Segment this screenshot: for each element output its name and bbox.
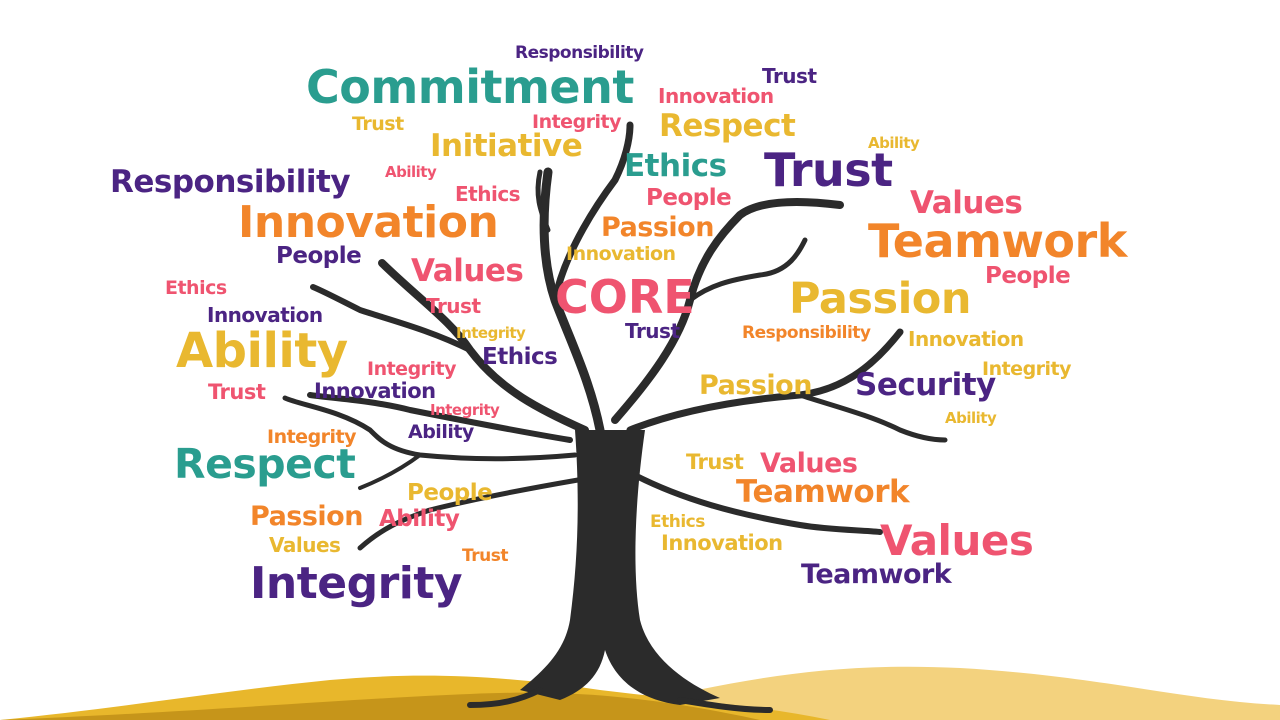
word: Passion xyxy=(601,212,714,243)
word: Ability xyxy=(385,163,437,181)
word: Ability xyxy=(408,421,474,443)
word: Trust xyxy=(352,113,404,135)
word: Values xyxy=(411,253,524,289)
word: Respect xyxy=(174,440,356,488)
word: CORE xyxy=(555,270,695,324)
word: People xyxy=(407,480,493,506)
word: Trust xyxy=(208,380,266,404)
word: Passion xyxy=(250,501,363,532)
word: Integrity xyxy=(367,358,457,380)
word: Ability xyxy=(945,409,997,427)
word: Innovation xyxy=(658,84,774,108)
word: Integrity xyxy=(532,111,622,133)
tree-root-right xyxy=(677,697,773,713)
word: Trust xyxy=(764,143,893,197)
tree-branches xyxy=(282,121,948,551)
word: Responsibility xyxy=(515,43,644,63)
word: Ability xyxy=(379,506,460,532)
word: People xyxy=(646,185,732,211)
word: Values xyxy=(269,533,341,557)
word: People xyxy=(276,243,362,269)
tree-trunk xyxy=(520,430,720,705)
word: Ability xyxy=(176,323,348,379)
word: Values xyxy=(910,185,1023,221)
word: Teamwork xyxy=(801,559,952,590)
ground-dark-hill xyxy=(0,692,760,720)
word: Trust xyxy=(762,64,817,88)
word: Ethics xyxy=(455,182,521,206)
word: Innovation xyxy=(566,243,676,265)
word: Values xyxy=(880,516,1034,565)
word: Ethics xyxy=(482,344,558,370)
word: Trust xyxy=(686,450,744,474)
word: Trust xyxy=(462,546,508,566)
word: Integrity xyxy=(267,426,357,448)
word: Integrity xyxy=(430,401,500,419)
word: Passion xyxy=(699,370,812,401)
word: Initiative xyxy=(430,128,583,164)
word: Innovation xyxy=(238,197,499,248)
word: Passion xyxy=(789,274,971,324)
word: Responsibility xyxy=(742,323,871,343)
word: Innovation xyxy=(314,379,436,403)
word: Integrity xyxy=(982,358,1072,380)
word: Values xyxy=(760,448,858,479)
tree-root-left xyxy=(467,687,543,708)
word: Responsibility xyxy=(110,164,351,200)
word: Innovation xyxy=(661,531,783,555)
word: Teamwork xyxy=(736,474,910,510)
word: Innovation xyxy=(207,303,323,327)
word: Trust xyxy=(625,319,680,343)
word: Respect xyxy=(659,108,796,144)
word: Ethics xyxy=(650,512,705,532)
word: Commitment xyxy=(306,60,634,114)
word: Trust xyxy=(426,294,481,318)
word: Innovation xyxy=(908,327,1024,351)
word: Ability xyxy=(868,134,920,152)
word: Security xyxy=(855,367,996,403)
word: Ethics xyxy=(624,148,727,184)
word: Teamwork xyxy=(868,214,1127,268)
word: People xyxy=(985,263,1071,289)
word: Ethics xyxy=(165,277,227,299)
word: Integrity xyxy=(456,324,526,342)
word: Integrity xyxy=(250,558,463,609)
